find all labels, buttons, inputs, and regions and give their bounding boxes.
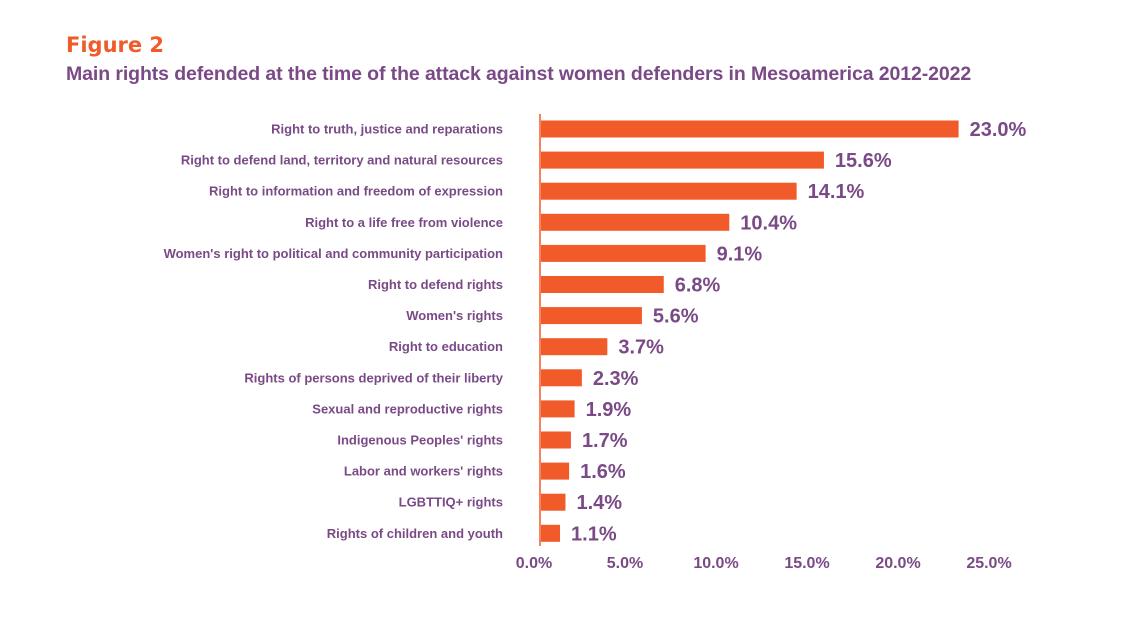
bar xyxy=(541,462,570,480)
bar xyxy=(541,307,642,325)
bar xyxy=(541,182,797,200)
value-label: 1.6% xyxy=(580,461,626,483)
value-label: 10.4% xyxy=(740,212,797,234)
bar xyxy=(541,524,561,542)
category-label: Rights of persons deprived of their libe… xyxy=(244,370,503,385)
bar xyxy=(541,120,959,138)
category-labels: Right to truth, justice and reparations R… xyxy=(164,122,504,541)
x-tick-labels: 0.0% 5.0% 10.0% 15.0% 20.0% 25.0% xyxy=(516,555,1012,572)
value-label: 1.9% xyxy=(586,399,632,421)
bar xyxy=(541,213,730,231)
value-label: 23.0% xyxy=(970,119,1027,141)
x-tick-label: 15.0% xyxy=(784,555,829,572)
value-label: 9.1% xyxy=(717,243,763,265)
category-label: Labor and workers' rights xyxy=(344,464,503,479)
category-label: Right to defend land, territory and natu… xyxy=(181,153,503,168)
value-label: 1.4% xyxy=(576,492,622,514)
bar xyxy=(541,276,664,293)
bar xyxy=(541,244,706,262)
value-label: 2.3% xyxy=(593,368,639,390)
value-label: 14.1% xyxy=(808,181,865,203)
category-label: Indigenous Peoples' rights xyxy=(337,433,503,448)
category-label: Right to information and freedom of expr… xyxy=(209,184,503,199)
category-label: Rights of children and youth xyxy=(327,526,503,541)
value-label: 3.7% xyxy=(618,337,664,359)
value-labels: 23.0% 15.6% 14.1% 10.4% 9.1% 6.8% 5.6% 3.7% 2.3%… xyxy=(571,119,1027,545)
category-label: Right to truth, justice and reparations xyxy=(271,122,503,137)
x-tick-label: 10.0% xyxy=(693,555,738,572)
bar xyxy=(541,338,608,356)
bar xyxy=(541,493,566,511)
figure-label: Figure 2 xyxy=(66,33,165,57)
category-label: Right to education xyxy=(389,339,503,354)
category-label: Women's rights xyxy=(406,308,503,323)
category-label: Sexual and reproductive rights xyxy=(312,401,503,416)
chart-title: Main rights defended at the time of the … xyxy=(66,63,972,85)
category-label: Right to defend rights xyxy=(368,277,503,292)
bar xyxy=(541,431,571,449)
bar xyxy=(541,400,575,418)
x-tick-label: 5.0% xyxy=(607,555,643,572)
bar xyxy=(541,369,582,387)
value-label: 5.6% xyxy=(653,306,699,328)
x-tick-label: 25.0% xyxy=(966,555,1011,572)
category-label: Right to a life free from violence xyxy=(305,215,503,230)
category-label: Women's right to political and community… xyxy=(164,246,503,261)
x-tick-label: 20.0% xyxy=(875,555,920,572)
bar xyxy=(541,151,824,169)
x-tick-label: 0.0% xyxy=(516,555,552,572)
category-label: LGBTTIQ+ rights xyxy=(399,495,503,510)
value-label: 1.7% xyxy=(582,430,628,452)
value-label: 1.1% xyxy=(571,523,617,545)
value-label: 15.6% xyxy=(835,150,892,172)
chart-bars xyxy=(541,120,959,542)
value-label: 6.8% xyxy=(675,275,721,297)
